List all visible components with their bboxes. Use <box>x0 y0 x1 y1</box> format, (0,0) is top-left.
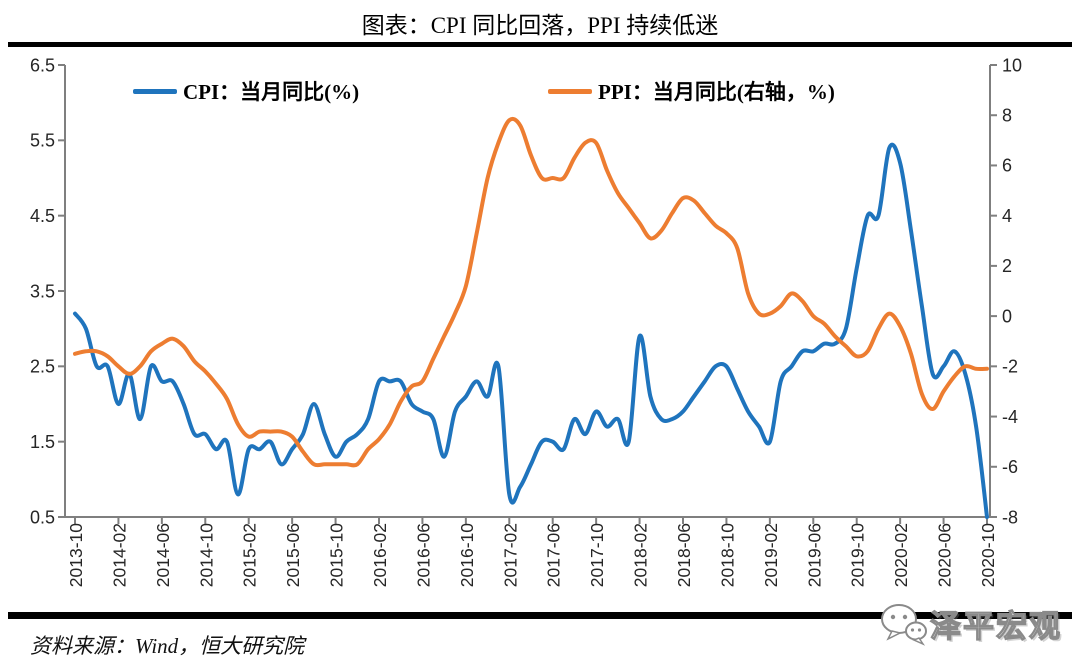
left-axis-tick-label: 3.5 <box>30 281 55 301</box>
left-axis-tick-label: 6.5 <box>30 55 55 75</box>
x-axis-tick-label: 2018-10 <box>717 523 737 587</box>
x-axis-tick-label: 2015-10 <box>327 523 347 587</box>
x-axis-tick-label: 2020-06 <box>935 523 955 587</box>
ppi-line <box>73 116 989 468</box>
x-axis-tick-label: 2015-02 <box>240 523 260 587</box>
data-source-note: 资料来源：Wind，恒大研究院 <box>30 634 305 658</box>
x-axis-tick-label: 2014-02 <box>109 523 129 587</box>
x-axis-tick-label: 2016-02 <box>370 523 390 587</box>
x-axis-tick-label: 2016-06 <box>413 523 433 587</box>
x-axis-tick-label: 2020-10 <box>978 523 998 587</box>
title-divider-rule <box>8 42 1072 47</box>
x-axis-tick-label: 2017-06 <box>544 523 564 587</box>
right-axis-tick-label: 6 <box>1002 156 1012 176</box>
left-axis-tick-label: 1.5 <box>30 432 55 452</box>
legend-item-cpi: CPI：当月同比(%) <box>133 76 359 106</box>
right-axis-tick-label: 10 <box>1002 55 1022 75</box>
x-axis-tick-label: 2013-10 <box>66 523 86 587</box>
legend-item-ppi: PPI：当月同比(右轴，%) <box>548 76 835 106</box>
right-axis-tick-label: -4 <box>1002 407 1018 427</box>
cpi-line <box>73 142 989 519</box>
x-axis-tick-label: 2018-06 <box>674 523 694 587</box>
right-axis-tick-label: -8 <box>1002 507 1018 527</box>
left-axis-tick-label: 5.5 <box>30 131 55 151</box>
x-axis-tick-label: 2019-06 <box>804 523 824 587</box>
x-axis-tick-label: 2017-10 <box>587 523 607 587</box>
ppi-legend-line-icon <box>548 88 592 94</box>
right-axis-tick-label: 8 <box>1002 106 1012 126</box>
watermark-text: 泽平宏观 <box>929 608 1062 644</box>
x-axis-tick-label: 2014-10 <box>196 523 216 587</box>
right-axis-tick-label: -6 <box>1002 457 1018 477</box>
cpi-legend-label: CPI：当月同比(%) <box>183 80 360 104</box>
x-axis-tick-label: 2019-10 <box>848 523 868 587</box>
left-axis-tick-label: 4.5 <box>30 206 55 226</box>
x-axis-tick-label: 2014-06 <box>153 523 173 587</box>
watermark: 泽平宏观 <box>878 600 1062 646</box>
left-axis-tick-label: 2.5 <box>30 357 55 377</box>
right-axis-tick-label: 4 <box>1002 206 1012 226</box>
chart-title: 图表：CPI 同比回落，PPI 持续低迷 <box>361 13 719 38</box>
footer-divider-rule <box>8 612 1072 619</box>
x-axis-tick-label: 2020-02 <box>891 523 911 587</box>
x-axis-tick-label: 2017-02 <box>500 523 520 587</box>
cpi-legend-line-icon <box>133 88 177 94</box>
left-axis-tick-label: 0.5 <box>30 507 55 527</box>
x-axis-tick-label: 2019-02 <box>761 523 781 587</box>
x-axis-tick-label: 2015-06 <box>283 523 303 587</box>
x-axis-tick-label: 2016-10 <box>457 523 477 587</box>
right-axis-tick-label: 2 <box>1002 256 1012 276</box>
right-axis-tick-label: -2 <box>1002 357 1018 377</box>
ppi-legend-label: PPI：当月同比(右轴，%) <box>598 80 835 104</box>
wechat-bubbles-icon <box>881 604 927 646</box>
x-axis-tick-label: 2018-02 <box>631 523 651 587</box>
right-axis-tick-label: 0 <box>1002 306 1012 326</box>
